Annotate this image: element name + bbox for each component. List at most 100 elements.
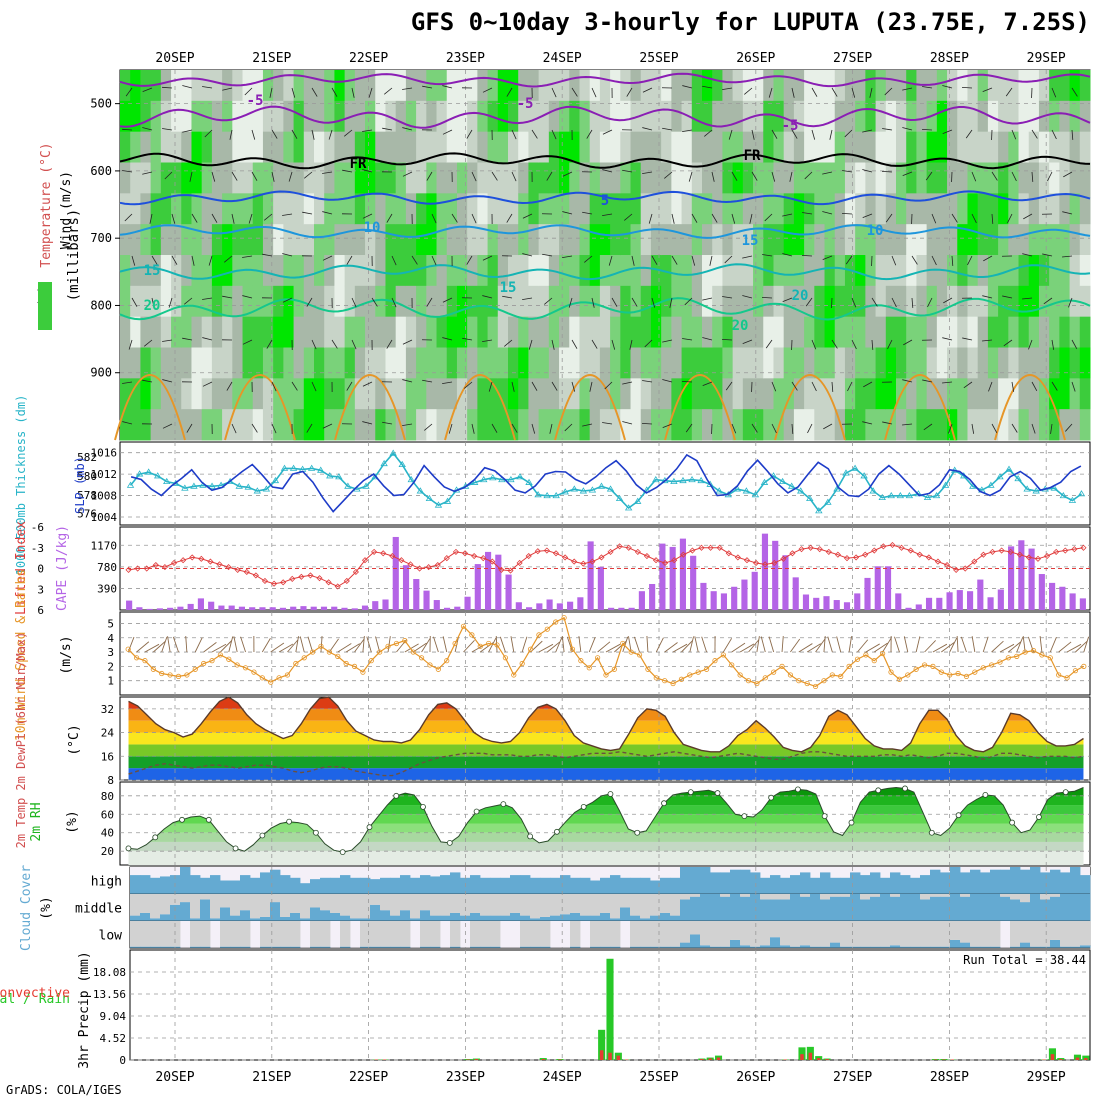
rh-cell xyxy=(620,131,632,163)
wind-barb xyxy=(942,85,953,89)
cloud-cell xyxy=(530,918,541,921)
rh-cell xyxy=(365,409,376,441)
cape-bar xyxy=(761,533,769,610)
rh-cell xyxy=(681,285,693,318)
rh-cell xyxy=(661,224,672,256)
cloud-cell xyxy=(730,869,741,894)
rh-cell xyxy=(559,285,570,318)
rh-cell xyxy=(793,409,805,441)
precip-total-bar xyxy=(556,1059,564,1060)
cloud-gap xyxy=(440,894,451,916)
cloud-gap xyxy=(420,894,431,911)
rh-cell xyxy=(865,100,877,133)
pressure-label: 800 xyxy=(90,298,112,312)
rh-cell xyxy=(171,162,182,194)
rh-cell xyxy=(579,162,591,194)
thickness-point xyxy=(652,475,660,483)
rh-cell xyxy=(518,255,529,287)
wind-barb xyxy=(202,337,213,341)
rh-cell xyxy=(426,347,438,379)
rh-cell xyxy=(589,409,601,441)
thickness-point xyxy=(244,483,252,490)
cloud-cell xyxy=(260,872,271,894)
cloud-cell xyxy=(860,899,871,921)
wind-barb xyxy=(863,381,873,388)
rh-cell xyxy=(793,224,805,256)
rh-cell xyxy=(242,316,254,348)
rh-cell xyxy=(681,100,693,133)
cloud-gap xyxy=(840,894,851,897)
rh-cell xyxy=(661,378,672,410)
wind-barb xyxy=(742,295,753,299)
rh-cell xyxy=(273,224,284,256)
rh-cell xyxy=(579,316,591,348)
rh-point xyxy=(286,818,293,825)
wind-barb xyxy=(391,255,397,266)
rh-point xyxy=(580,804,587,810)
rh-cell xyxy=(354,131,366,163)
rh-cell xyxy=(1038,255,1050,287)
wind-speed-point xyxy=(201,660,207,667)
rh-cell xyxy=(742,70,754,102)
wind-barb xyxy=(151,255,158,265)
rh-cell xyxy=(262,70,274,102)
wind-barb xyxy=(471,171,477,182)
wind-barb-10m xyxy=(894,636,900,653)
wind-barb xyxy=(266,339,273,349)
rh-cell xyxy=(160,316,172,348)
rh-cell xyxy=(906,285,917,318)
rh-cell xyxy=(467,131,478,163)
cloud-cell xyxy=(560,875,571,894)
rh-cell xyxy=(242,70,254,102)
rh-cell xyxy=(508,131,519,163)
wind-barb xyxy=(171,213,176,224)
wind-barb xyxy=(651,297,656,308)
rh-cell xyxy=(865,347,877,379)
rh-cell xyxy=(906,224,917,256)
wind-barb-10m xyxy=(510,636,515,653)
rh-cell xyxy=(416,70,427,102)
precip-conv-bar xyxy=(599,1050,604,1060)
wind-barb xyxy=(251,171,258,181)
rh-cell xyxy=(957,162,968,194)
cloud-cell xyxy=(540,877,551,894)
rh-cell xyxy=(896,100,907,133)
freezing-line xyxy=(119,152,1091,170)
cloud-gap xyxy=(750,921,761,947)
wind-barb xyxy=(482,87,493,93)
wind-barb xyxy=(271,129,278,139)
wind-barb-10m xyxy=(220,640,232,653)
cloud-gap xyxy=(1040,894,1051,900)
rh-cell xyxy=(293,162,305,194)
thickness-point xyxy=(851,464,859,471)
cloud-cell xyxy=(880,877,891,894)
thickness-point xyxy=(235,482,243,489)
wind-barb xyxy=(884,87,893,96)
precip-conv-bar xyxy=(808,1052,813,1060)
rh-cell xyxy=(610,100,621,133)
wind-barb xyxy=(311,339,317,350)
cape-bar xyxy=(526,607,533,610)
rh-cell xyxy=(1038,70,1050,102)
rh-cell xyxy=(354,70,366,102)
rh-cell xyxy=(722,409,734,441)
wind-barb-10m xyxy=(161,636,168,653)
rh-cell xyxy=(181,131,192,163)
wind-barb xyxy=(351,297,357,308)
cloud-gap xyxy=(150,921,161,947)
wind-barb xyxy=(791,381,798,391)
wind-barb xyxy=(925,171,933,181)
wind-barb-10m xyxy=(806,643,822,653)
isotherm-label: -5 xyxy=(517,96,534,112)
rh-cell xyxy=(579,255,591,287)
rh-cell xyxy=(446,255,458,287)
cloud-cell xyxy=(390,946,401,948)
isotherm-label: FR xyxy=(350,156,367,172)
cloud-cell xyxy=(480,877,491,894)
rh-cell xyxy=(610,378,621,410)
thickness-point xyxy=(534,491,542,498)
rh-cell xyxy=(681,193,693,225)
rh-cell xyxy=(793,378,805,410)
rh-cell xyxy=(456,255,468,287)
rh-cell xyxy=(303,70,315,102)
